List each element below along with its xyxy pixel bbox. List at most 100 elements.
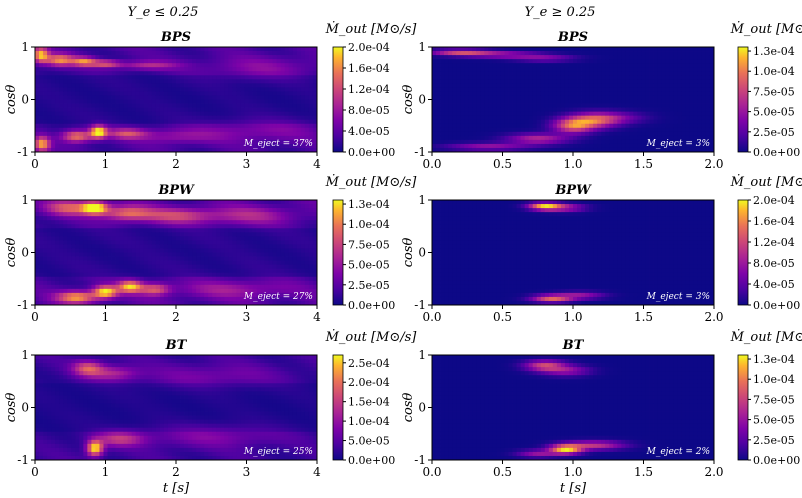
heatmap-cell bbox=[135, 272, 141, 278]
heatmap-cell bbox=[99, 131, 104, 137]
heatmap-cell bbox=[204, 139, 209, 145]
heatmap-cell bbox=[51, 212, 56, 217]
heatmap-cell bbox=[59, 115, 64, 121]
heatmap-cell bbox=[212, 280, 217, 286]
colorbar-tick-label: 1.0e-04 bbox=[753, 65, 795, 78]
heatmap-cell bbox=[176, 228, 181, 233]
heatmap-cell bbox=[693, 91, 699, 96]
heatmap-cell bbox=[488, 99, 493, 104]
heatmap-cell bbox=[520, 75, 526, 80]
heatmap-cell bbox=[115, 280, 120, 286]
heatmap-cell bbox=[661, 75, 667, 80]
heatmap-cell bbox=[71, 131, 76, 137]
heatmap-cell bbox=[512, 95, 517, 100]
heatmap-cell bbox=[641, 95, 646, 100]
heatmap-cell bbox=[79, 276, 84, 282]
heatmap-cell bbox=[665, 87, 671, 92]
heatmap-cell bbox=[147, 67, 153, 72]
heatmap-cell bbox=[75, 220, 80, 225]
heatmap-cell bbox=[39, 284, 44, 290]
heatmap-cell bbox=[212, 208, 217, 213]
heatmap-cell bbox=[240, 123, 245, 129]
heatmap-cell bbox=[504, 135, 509, 141]
heatmap-cell bbox=[512, 139, 517, 145]
heatmap-cell bbox=[697, 87, 703, 92]
heatmap-cell bbox=[248, 135, 253, 141]
heatmap-cell bbox=[196, 232, 201, 237]
heatmap-cell bbox=[508, 79, 513, 84]
heatmap-cell bbox=[625, 79, 630, 84]
heatmap-cell bbox=[43, 296, 48, 302]
heatmap-cell bbox=[167, 228, 173, 233]
heatmap-cell bbox=[135, 212, 141, 217]
heatmap-cell bbox=[456, 131, 461, 137]
heatmap-cell bbox=[220, 87, 225, 92]
heatmap-cell bbox=[641, 87, 646, 92]
heatmap-cell bbox=[577, 139, 582, 145]
heatmap-cell bbox=[204, 256, 209, 261]
heatmap-cell bbox=[163, 272, 169, 278]
heatmap-cell bbox=[91, 300, 96, 306]
heatmap-cell bbox=[560, 131, 566, 137]
heatmap-cell bbox=[300, 99, 306, 104]
heatmap-cell bbox=[147, 224, 153, 229]
heatmap-cell bbox=[176, 131, 181, 137]
heatmap-cell bbox=[440, 95, 445, 100]
heatmap-cell bbox=[200, 75, 205, 80]
heatmap-cell bbox=[147, 296, 153, 302]
heatmap-cell bbox=[163, 276, 169, 282]
heatmap-cell bbox=[625, 55, 630, 60]
heatmap-cell bbox=[444, 99, 449, 104]
heatmap-cell bbox=[272, 143, 278, 149]
heatmap-cell bbox=[312, 111, 318, 117]
heatmap-cell bbox=[617, 119, 622, 125]
heatmap-cell bbox=[705, 135, 711, 141]
heatmap-cell bbox=[95, 280, 100, 286]
heatmap-cell bbox=[709, 135, 715, 141]
heatmap-cell bbox=[43, 248, 48, 253]
heatmap-cell bbox=[196, 139, 201, 145]
heatmap-cell bbox=[171, 276, 177, 282]
heatmap-cell bbox=[176, 143, 181, 149]
heatmap-cell bbox=[216, 280, 221, 286]
heatmap-cell bbox=[252, 119, 257, 125]
heatmap-cell bbox=[669, 47, 675, 52]
heatmap-cell bbox=[556, 99, 562, 104]
heatmap-cell bbox=[163, 103, 169, 108]
heatmap-cell bbox=[312, 135, 318, 141]
heatmap-cell bbox=[103, 135, 108, 141]
heatmap-cell bbox=[167, 99, 173, 104]
heatmap-cell bbox=[288, 147, 294, 153]
heatmap-cell bbox=[609, 91, 614, 96]
heatmap-cell bbox=[143, 59, 149, 64]
heatmap-cell bbox=[123, 244, 129, 249]
heatmap-cell bbox=[601, 119, 606, 125]
heatmap-cell bbox=[581, 143, 586, 149]
heatmap-cell bbox=[460, 135, 465, 141]
heatmap-cell bbox=[452, 111, 457, 117]
heatmap-cell bbox=[244, 67, 249, 72]
heatmap-cell bbox=[645, 119, 650, 125]
heatmap-cell bbox=[184, 292, 189, 298]
heatmap-cell bbox=[472, 127, 477, 133]
heatmap-cell bbox=[536, 75, 542, 80]
heatmap-cell bbox=[460, 107, 465, 113]
heatmap-cell bbox=[151, 296, 157, 302]
heatmap-cell bbox=[532, 115, 538, 121]
heatmap-cell bbox=[452, 119, 457, 125]
heatmap-cell bbox=[216, 99, 221, 104]
heatmap-cell bbox=[573, 119, 578, 125]
heatmap-cell bbox=[127, 79, 133, 84]
heatmap-cell bbox=[224, 288, 229, 294]
heatmap-cell bbox=[581, 131, 586, 137]
heatmap-cell bbox=[111, 208, 116, 213]
heatmap-cell bbox=[264, 143, 270, 149]
heatmap-cell bbox=[601, 55, 606, 60]
heatmap-cell bbox=[167, 115, 173, 121]
heatmap-cell bbox=[693, 83, 699, 88]
heatmap-cell bbox=[504, 119, 509, 125]
heatmap-cell bbox=[220, 51, 225, 56]
heatmap-cell bbox=[208, 135, 213, 141]
heatmap-cell bbox=[697, 75, 703, 80]
heatmap-cell bbox=[480, 127, 485, 133]
